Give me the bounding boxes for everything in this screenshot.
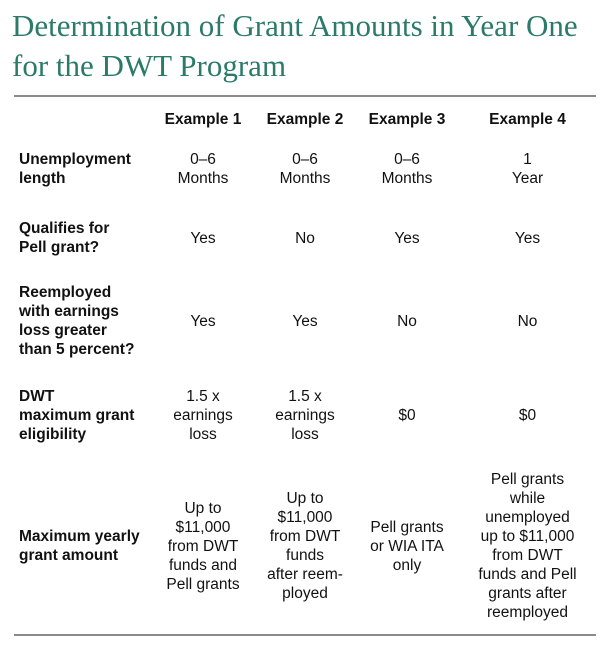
cell-text: Yes (514, 229, 541, 247)
cell-text: Up to $11,000 from DWT funds and Pell gr… (166, 499, 240, 593)
row-label: Unemployment length (14, 134, 151, 203)
table-row-pell-qualification: Qualifies for Pell grant? Yes No Yes Yes (14, 203, 596, 273)
table-cell: No (459, 273, 596, 369)
cell-text: Yes (190, 312, 216, 330)
table-row-unemployment-length: Unemployment length 0–6 Months 0–6 Month… (14, 134, 596, 203)
cell-text: 0–6 Months (381, 150, 433, 187)
cell-text: No (397, 312, 417, 330)
table-row-dwt-max-eligibility: DWT maximum grant eligibility 1.5 x earn… (14, 369, 596, 462)
row-label-text: Reemployed with earnings loss greater th… (19, 284, 135, 358)
cell-text: Yes (292, 312, 318, 330)
table-cell: 0–6 Months (255, 134, 355, 203)
cell-text: Up to $11,000 from DWT funds after reem-… (267, 490, 343, 602)
table-cell: 0–6 Months (355, 134, 459, 203)
table-cell: Yes (459, 203, 596, 273)
row-label: Reemployed with earnings loss greater th… (14, 273, 151, 369)
table-cell: Yes (355, 203, 459, 273)
page-title: Determination of Grant Amounts in Year O… (12, 8, 578, 83)
cell-text: 1.5 x earnings loss (275, 388, 335, 443)
table-cell: $0 (459, 369, 596, 462)
cell-text: Pell grants or WIA ITA only (370, 518, 444, 574)
table-cell: Up to $11,000 from DWT funds after reem-… (255, 462, 355, 630)
cell-text: 1.5 x earnings loss (173, 388, 233, 443)
grant-table: Example 1 Example 2 Example 3 Example 4 … (14, 104, 596, 630)
cell-text: $0 (518, 407, 537, 424)
cell-text: 1 Year (511, 150, 544, 187)
cell-text: Yes (190, 229, 216, 247)
top-divider (14, 95, 596, 97)
cell-text: 0–6 Months (177, 150, 229, 187)
row-label: Maximum yearly grant amount (14, 462, 151, 630)
table-cell: $0 (355, 369, 459, 462)
table-cell: No (255, 203, 355, 273)
cell-text: Yes (394, 229, 420, 247)
table-row-max-yearly-grant: Maximum yearly grant amount Up to $11,00… (14, 462, 596, 630)
row-label-text: Unemployment length (19, 150, 131, 187)
cell-text: $0 (398, 407, 416, 424)
table-row-reemployed-earnings-loss: Reemployed with earnings loss greater th… (14, 273, 596, 369)
table-cell: Pell grants while unemployed up to $11,0… (459, 462, 596, 630)
table-cell: Yes (151, 203, 255, 273)
row-label-text: Qualifies for Pell grant? (19, 220, 110, 256)
table-cell: 0–6 Months (151, 134, 255, 203)
table-cell: Yes (255, 273, 355, 369)
cell-text: Pell grants while unemployed up to $11,0… (478, 471, 577, 621)
row-label-text: DWT maximum grant eligibility (19, 388, 135, 443)
row-label: DWT maximum grant eligibility (14, 369, 151, 462)
table-cell: 1 Year (459, 134, 596, 203)
bottom-divider (14, 634, 596, 636)
table-cell: Up to $11,000 from DWT funds and Pell gr… (151, 462, 255, 630)
column-header-example-2: Example 2 (266, 110, 344, 128)
table-cell: Yes (151, 273, 255, 369)
column-header-example-4: Example 4 (489, 110, 566, 128)
cell-text: 0–6 Months (279, 150, 331, 187)
table-cell: Pell grants or WIA ITA only (355, 462, 459, 630)
table-cell: 1.5 x earnings loss (255, 369, 355, 462)
row-label-text: Maximum yearly grant amount (19, 528, 140, 564)
header-row: Example 1 Example 2 Example 3 Example 4 (14, 104, 596, 134)
cell-text: No (295, 229, 315, 247)
table-cell: 1.5 x earnings loss (151, 369, 255, 462)
table-cell: No (355, 273, 459, 369)
row-label: Qualifies for Pell grant? (14, 203, 151, 273)
column-header-example-1: Example 1 (164, 110, 242, 128)
column-header-example-3: Example 3 (368, 110, 446, 128)
header-corner (14, 104, 151, 134)
cell-text: No (517, 312, 538, 330)
